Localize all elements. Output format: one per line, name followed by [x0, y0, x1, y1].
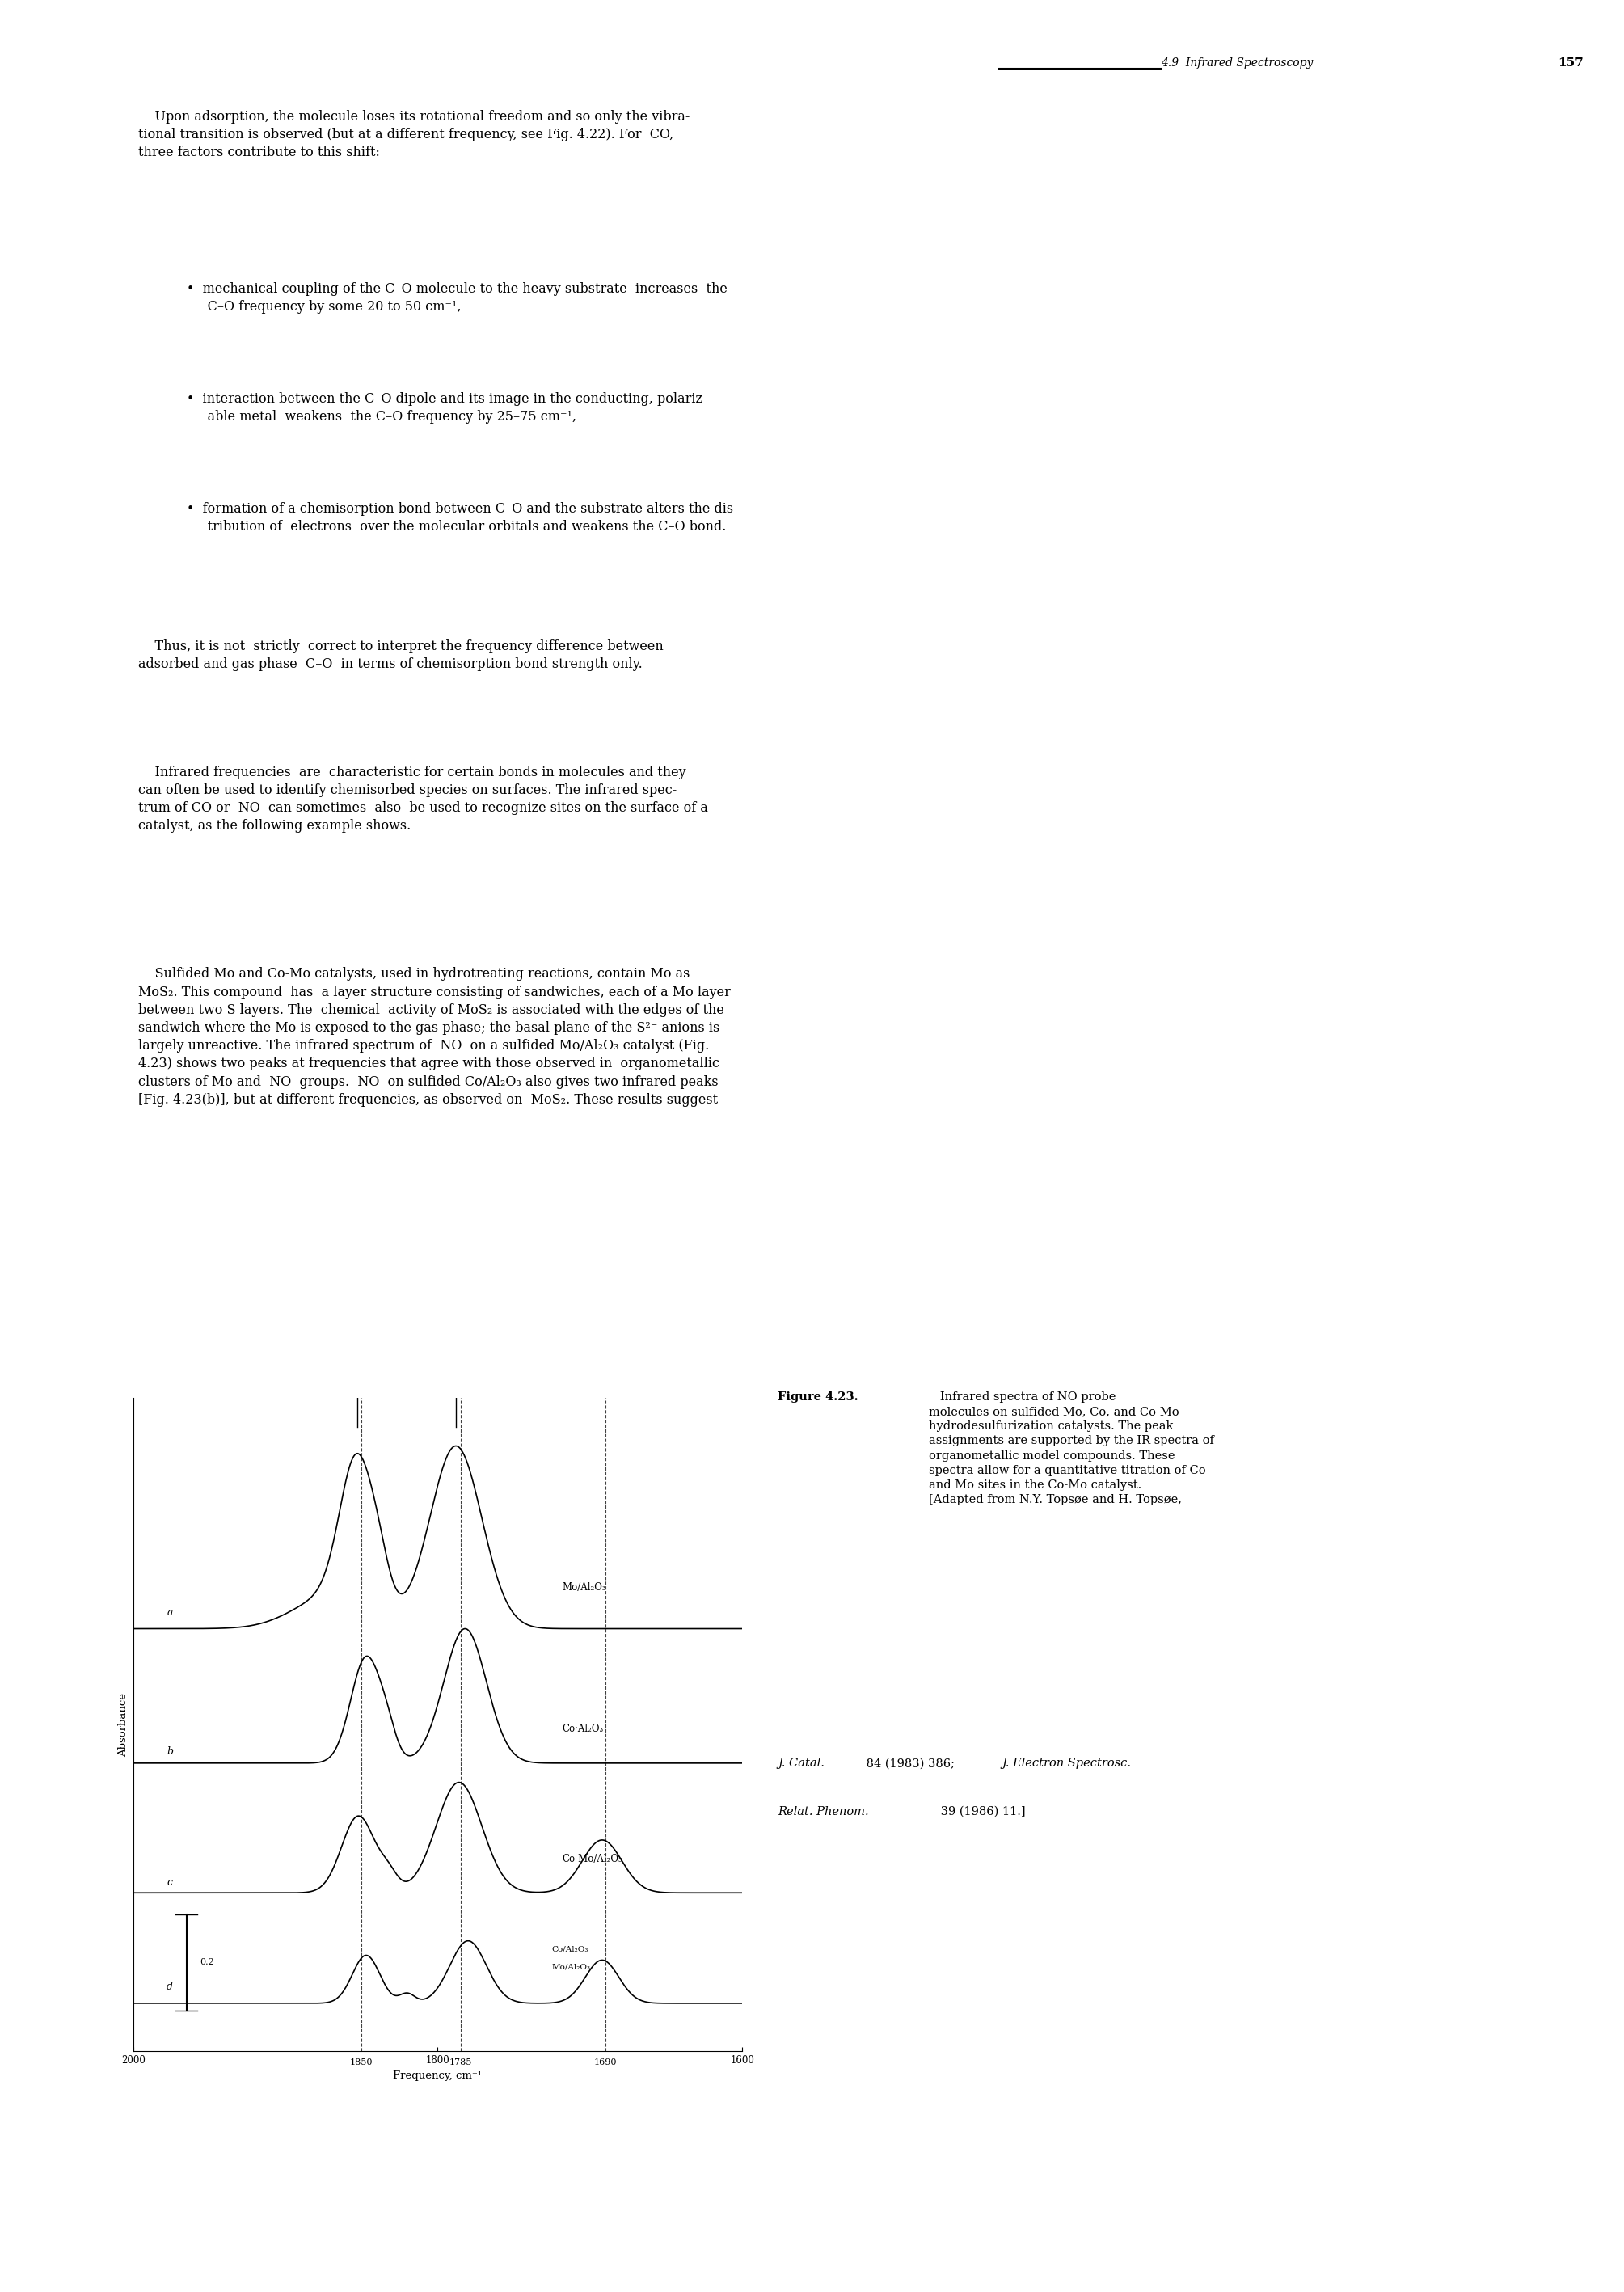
- Text: Relat. Phenom.: Relat. Phenom.: [778, 1806, 869, 1818]
- Text: •  mechanical coupling of the C–O molecule to the heavy substrate  increases  th: • mechanical coupling of the C–O molecul…: [187, 282, 728, 314]
- Text: Mo/Al₂O₃: Mo/Al₂O₃: [552, 1962, 591, 1971]
- Text: Co-Mo/Al₂O₃: Co-Mo/Al₂O₃: [562, 1854, 624, 1863]
- Text: 84 (1983) 386;: 84 (1983) 386;: [862, 1758, 958, 1769]
- Text: 1850: 1850: [351, 2058, 374, 2067]
- Text: Thus, it is not  strictly  correct to interpret the frequency difference between: Thus, it is not strictly correct to inte…: [138, 639, 663, 672]
- Text: c: c: [167, 1877, 172, 1889]
- Text: 0.2: 0.2: [200, 1957, 214, 1967]
- Text: •  interaction between the C–O dipole and its image in the conducting, polariz-
: • interaction between the C–O dipole and…: [187, 392, 706, 424]
- Text: d: d: [167, 1983, 174, 1992]
- Text: 4.9  Infrared Spectroscopy: 4.9 Infrared Spectroscopy: [1161, 57, 1314, 69]
- Text: •  formation of a chemisorption bond between C–O and the substrate alters the di: • formation of a chemisorption bond betw…: [187, 502, 737, 534]
- Text: J. Catal.: J. Catal.: [778, 1758, 825, 1769]
- Text: J. Electron Spectrosc.: J. Electron Spectrosc.: [1002, 1758, 1132, 1769]
- Text: b: b: [167, 1747, 174, 1758]
- Text: Infrared frequencies  are  characteristic for certain bonds in molecules and the: Infrared frequencies are characteristic …: [138, 766, 708, 832]
- Text: Co·Al₂O₃: Co·Al₂O₃: [562, 1724, 604, 1735]
- Text: Upon adsorption, the molecule loses its rotational freedom and so only the vibra: Upon adsorption, the molecule loses its …: [138, 110, 690, 160]
- Y-axis label: Absorbance: Absorbance: [119, 1694, 128, 1756]
- Text: 39 (1986) 11.]: 39 (1986) 11.]: [937, 1806, 1026, 1818]
- Text: Sulfided Mo and Co-Mo catalysts, used in hydrotreating reactions, contain Mo as
: Sulfided Mo and Co-Mo catalysts, used in…: [138, 967, 731, 1107]
- Text: a: a: [167, 1607, 172, 1618]
- Text: Figure 4.23.: Figure 4.23.: [778, 1391, 859, 1403]
- Text: Co/Al₂O₃: Co/Al₂O₃: [552, 1946, 588, 1953]
- Text: Mo/Al₂O₃: Mo/Al₂O₃: [562, 1581, 607, 1593]
- Text: Infrared spectra of NO probe
molecules on sulfided Mo, Co, and Co-Mo
hydrodesulf: Infrared spectra of NO probe molecules o…: [929, 1391, 1215, 1506]
- X-axis label: Frequency, cm⁻¹: Frequency, cm⁻¹: [393, 2070, 482, 2081]
- Text: 157: 157: [1557, 57, 1583, 69]
- Text: 1785: 1785: [450, 2058, 473, 2067]
- Text: 1690: 1690: [594, 2058, 617, 2067]
